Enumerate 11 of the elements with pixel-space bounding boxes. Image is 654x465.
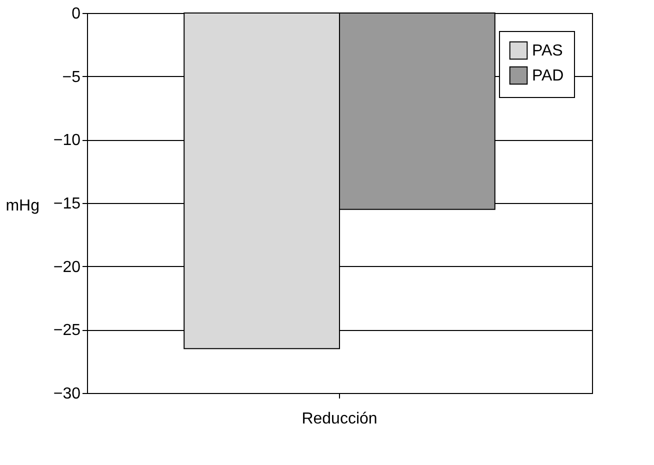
y-tick-label: −25 bbox=[53, 322, 81, 340]
y-axis-title: mHg bbox=[6, 198, 40, 214]
y-tick-label: −10 bbox=[53, 132, 81, 150]
y-tick-label: −5 bbox=[62, 68, 81, 86]
y-tick-label: −30 bbox=[53, 386, 81, 402]
legend-label: PAD bbox=[532, 68, 564, 84]
legend-label: PAS bbox=[532, 42, 563, 60]
x-tick-label: Reducción bbox=[302, 410, 378, 428]
y-tick-label: −15 bbox=[53, 196, 81, 212]
y-tick-label: −20 bbox=[53, 258, 81, 276]
y-tick-label: 0 bbox=[72, 6, 81, 22]
